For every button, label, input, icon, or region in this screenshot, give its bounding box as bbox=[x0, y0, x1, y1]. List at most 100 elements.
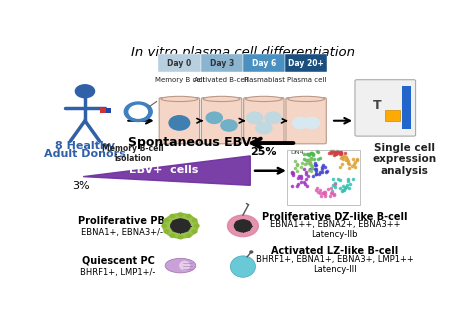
Text: Adult Donors: Adult Donors bbox=[44, 149, 126, 159]
Circle shape bbox=[170, 214, 174, 218]
Point bbox=[304, 158, 312, 163]
Point bbox=[304, 183, 311, 188]
Point bbox=[295, 181, 302, 186]
Point bbox=[327, 190, 335, 195]
Point bbox=[297, 180, 305, 185]
Point bbox=[328, 149, 336, 154]
Point bbox=[331, 180, 339, 186]
FancyBboxPatch shape bbox=[158, 54, 201, 72]
Point bbox=[320, 189, 328, 194]
Point bbox=[304, 157, 311, 162]
Point bbox=[308, 151, 316, 156]
Circle shape bbox=[206, 112, 222, 124]
Point bbox=[306, 152, 313, 158]
Point bbox=[316, 155, 324, 161]
Point bbox=[339, 156, 347, 161]
Point bbox=[340, 154, 347, 159]
Text: DN4: DN4 bbox=[291, 150, 304, 155]
Point bbox=[312, 163, 319, 168]
Point bbox=[289, 172, 297, 177]
Point bbox=[331, 181, 338, 186]
Text: Proliferative DZ-like B-cell: Proliferative DZ-like B-cell bbox=[262, 212, 408, 222]
Point bbox=[336, 164, 344, 169]
Point bbox=[298, 175, 305, 180]
Point bbox=[318, 166, 326, 171]
Circle shape bbox=[221, 120, 237, 131]
Text: EBNA1++, EBNA2+, EBNA3++
Latency-IIb: EBNA1++, EBNA2+, EBNA3++ Latency-IIb bbox=[270, 220, 400, 239]
Text: Quiescent PC: Quiescent PC bbox=[82, 255, 155, 265]
FancyBboxPatch shape bbox=[106, 109, 111, 113]
Point bbox=[306, 151, 313, 156]
Ellipse shape bbox=[161, 96, 198, 102]
Point bbox=[312, 168, 320, 173]
Text: Spontaneous EBV?: Spontaneous EBV? bbox=[128, 136, 259, 149]
Point bbox=[301, 162, 309, 167]
FancyBboxPatch shape bbox=[355, 80, 416, 136]
Point bbox=[322, 169, 330, 174]
Circle shape bbox=[265, 112, 281, 124]
Point bbox=[310, 173, 317, 178]
Circle shape bbox=[292, 117, 309, 129]
Point bbox=[292, 165, 299, 170]
Point bbox=[313, 149, 321, 154]
Point bbox=[295, 173, 302, 179]
Point bbox=[309, 152, 317, 157]
Point bbox=[309, 152, 317, 157]
Point bbox=[339, 187, 346, 193]
Point bbox=[317, 190, 324, 195]
Circle shape bbox=[169, 116, 190, 130]
Text: 25%: 25% bbox=[250, 147, 277, 157]
Point bbox=[304, 152, 311, 157]
Point bbox=[351, 160, 359, 165]
Ellipse shape bbox=[246, 96, 282, 102]
Ellipse shape bbox=[165, 258, 196, 273]
FancyBboxPatch shape bbox=[286, 98, 326, 144]
Point bbox=[316, 169, 324, 174]
Text: BHRF1+, EBNA1+, EBNA3+, LMP1++
Latency-III: BHRF1+, EBNA1+, EBNA3+, LMP1++ Latency-I… bbox=[256, 255, 414, 274]
FancyBboxPatch shape bbox=[385, 110, 400, 121]
Point bbox=[297, 164, 305, 169]
Point bbox=[345, 178, 352, 183]
Point bbox=[348, 164, 356, 169]
Text: In vitro plasma cell differentiation: In vitro plasma cell differentiation bbox=[131, 46, 355, 59]
Point bbox=[302, 171, 310, 177]
Point bbox=[302, 169, 310, 174]
Point bbox=[331, 151, 338, 156]
Point bbox=[330, 192, 338, 198]
Circle shape bbox=[186, 234, 191, 237]
Point bbox=[351, 164, 359, 169]
Point bbox=[342, 155, 349, 160]
Text: BHRF1+, LMP1+/-: BHRF1+, LMP1+/- bbox=[80, 267, 156, 276]
Circle shape bbox=[162, 224, 166, 227]
Point bbox=[293, 183, 301, 188]
Text: EBNA1+, EBNA3+/-: EBNA1+, EBNA3+/- bbox=[81, 228, 163, 237]
FancyBboxPatch shape bbox=[100, 109, 106, 113]
Point bbox=[312, 166, 320, 172]
Point bbox=[333, 148, 341, 153]
Text: Day 0: Day 0 bbox=[167, 59, 191, 68]
FancyBboxPatch shape bbox=[285, 54, 328, 72]
Point bbox=[311, 162, 319, 167]
Point bbox=[313, 185, 320, 191]
Point bbox=[304, 161, 311, 166]
Point bbox=[327, 151, 335, 156]
Text: Day 3: Day 3 bbox=[210, 59, 234, 68]
Point bbox=[329, 182, 337, 188]
Point bbox=[293, 161, 301, 166]
Point bbox=[308, 156, 315, 161]
Point bbox=[328, 190, 336, 195]
Point bbox=[339, 183, 347, 188]
Text: Memory B cell: Memory B cell bbox=[155, 77, 204, 83]
Point bbox=[349, 157, 357, 162]
Point bbox=[306, 161, 313, 166]
Point bbox=[303, 152, 311, 157]
Point bbox=[327, 185, 335, 191]
Point bbox=[308, 166, 316, 171]
Point bbox=[314, 149, 321, 155]
Circle shape bbox=[170, 234, 174, 237]
Point bbox=[306, 166, 314, 171]
Point bbox=[310, 151, 317, 156]
Point bbox=[307, 161, 314, 166]
Point bbox=[345, 185, 352, 191]
Point bbox=[345, 165, 353, 170]
